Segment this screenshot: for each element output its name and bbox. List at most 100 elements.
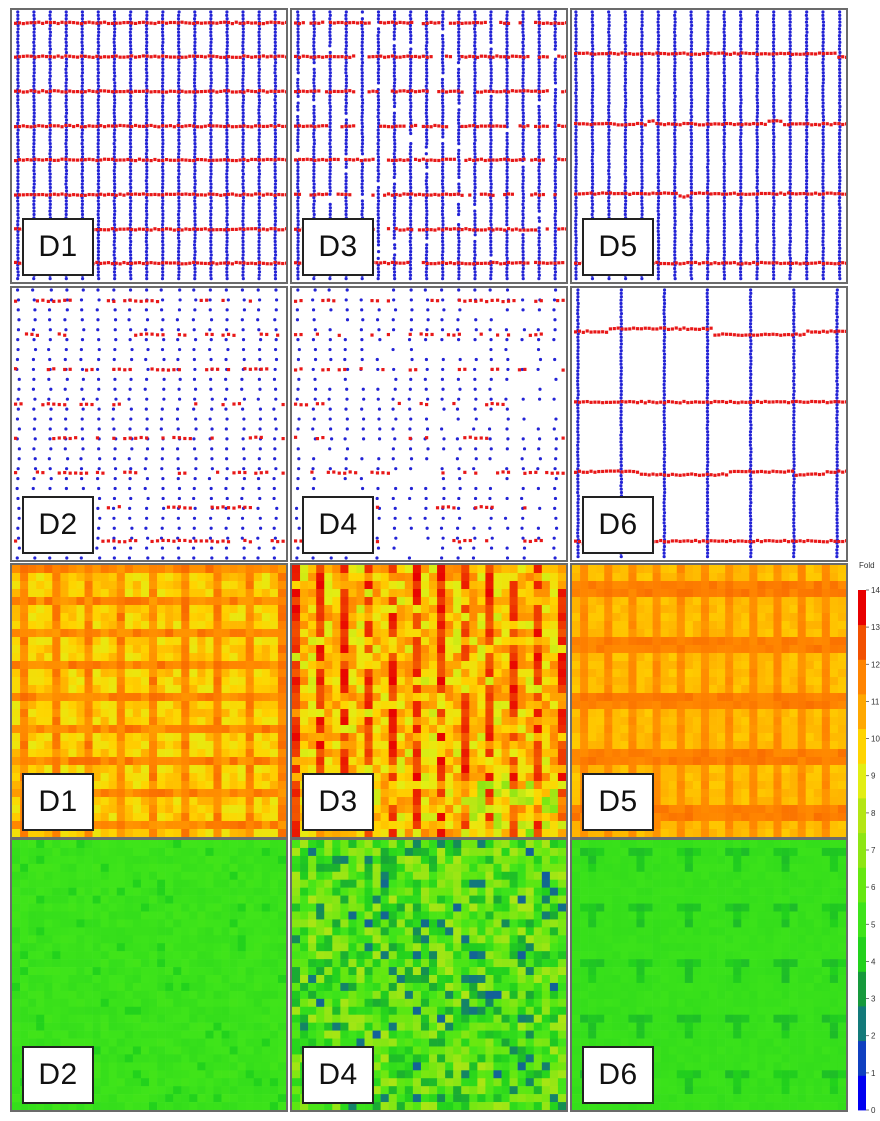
blue-dot [274,216,277,219]
blue-dot [640,176,643,179]
blue-dot [161,58,164,61]
blue-dot [145,172,148,175]
red-dot [534,228,537,231]
blue-dot [788,226,791,229]
blue-dot [522,17,525,20]
red-dot [200,158,203,161]
blue-dot [425,237,428,240]
blue-dot [274,240,277,243]
blue-dot [822,189,825,192]
blue-dot [756,267,759,270]
blue-dot [506,102,509,105]
blue-dot [772,196,775,199]
blue-dot [789,14,792,17]
blue-dot [377,176,380,179]
red-dot [333,21,336,24]
blue-dot [328,132,331,135]
blue-dot [32,145,35,148]
blue-dot [377,139,380,142]
blue-dot [489,274,492,277]
red-dot [149,55,152,58]
blue-dot [591,10,594,13]
blue-dot [690,240,693,243]
blue-dot [33,129,36,132]
red-dot [266,193,269,196]
blue-dot [393,237,396,240]
red-dot [41,22,44,25]
blue-dot [145,142,148,145]
red-dot [200,228,203,231]
blue-dot [17,216,20,219]
blue-dot [81,118,84,121]
blue-dot [624,88,627,91]
blue-dot [689,112,692,115]
blue-dot [161,220,164,223]
blue-dot [591,108,594,111]
blue-dot [16,270,19,273]
blue-dot [65,203,68,206]
blue-dot [788,24,791,27]
blue-dot [97,31,100,34]
blue-dot [805,71,808,74]
blue-dot [210,105,213,108]
blue-dot [361,58,364,61]
red-dot [325,55,328,58]
blue-dot [313,51,316,54]
blue-dot [821,44,824,47]
blue-dot [739,183,742,186]
blue-dot [161,51,164,54]
blue-dot [521,247,524,250]
red-dot [468,21,471,24]
blue-dot [624,27,627,30]
blue-dot [209,10,212,13]
blue-dot [328,44,331,47]
blue-dot [805,166,808,169]
red-dot [441,158,444,161]
blue-dot [65,176,68,179]
blue-dot [49,206,52,209]
blue-dot [723,85,726,88]
red-dot [53,193,56,196]
red-dot [18,55,21,58]
blue-dot [522,250,525,253]
blue-dot [425,247,428,250]
red-dot [215,124,218,127]
blue-dot [425,34,428,37]
blue-dot [657,61,660,64]
blue-dot [312,41,315,44]
blue-dot [591,176,594,179]
blue-dot [690,71,693,74]
blue-dot [65,58,68,61]
blue-dot [641,10,644,13]
blue-dot [145,274,148,277]
p-dot-d5: D5 [570,8,848,284]
blue-dot [64,115,67,118]
blue-dot [822,64,825,67]
blue-dot [425,210,428,213]
blue-dot [296,199,299,202]
blue-dot [538,253,541,256]
blue-dot [257,240,260,243]
blue-dot [161,149,164,152]
blue-dot [177,183,180,186]
blue-dot [257,257,260,260]
blue-dot [457,210,460,213]
red-dot [306,55,309,58]
blue-dot [489,98,492,101]
blue-dot [772,139,775,142]
blue-dot [574,10,577,13]
blue-dot [473,203,476,206]
blue-dot [17,108,20,111]
blue-dot [805,10,808,13]
blue-dot [822,125,825,128]
blue-dot [242,34,245,37]
blue-dot [554,243,557,246]
blue-dot [772,149,775,152]
blue-dot [361,71,364,74]
blue-dot [607,95,610,98]
red-dot [95,228,98,231]
blue-dot [506,145,509,148]
blue-dot [805,240,808,243]
blue-dot [329,14,332,17]
blue-dot [81,183,84,186]
